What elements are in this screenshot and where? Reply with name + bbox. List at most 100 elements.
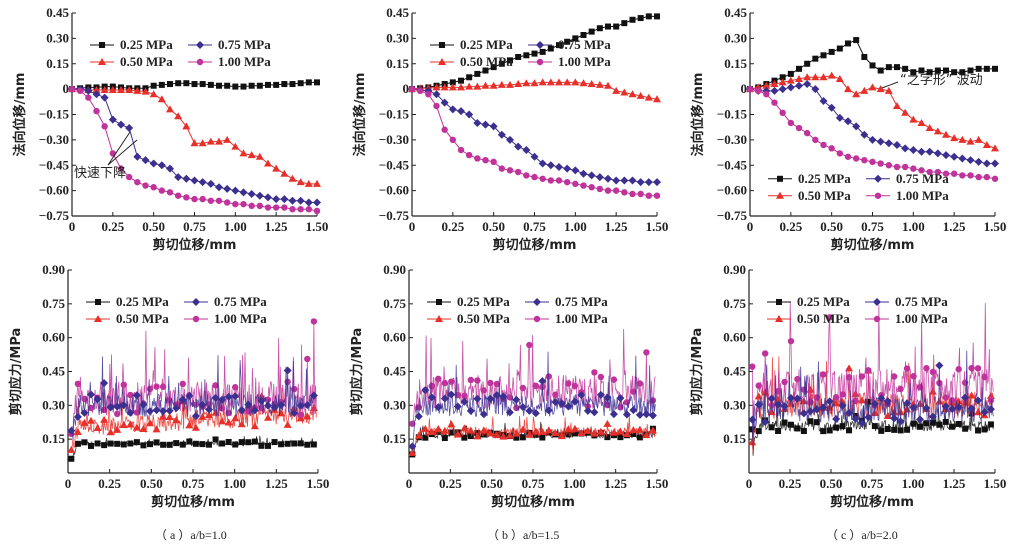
data-point	[448, 83, 457, 91]
data-point	[555, 78, 563, 86]
data-point	[563, 164, 572, 173]
data-point	[885, 162, 893, 169]
data-point	[865, 367, 872, 374]
data-point	[481, 120, 490, 129]
data-point	[224, 82, 231, 89]
data-point	[126, 408, 135, 417]
y-tick-label: 0.45	[386, 5, 409, 20]
data-point	[966, 156, 975, 165]
y-tick-label: 0	[741, 81, 748, 96]
data-point	[141, 156, 150, 165]
series-1.00-MPa	[68, 85, 321, 215]
data-point	[595, 173, 604, 182]
data-point	[264, 204, 272, 211]
data-point	[942, 130, 950, 138]
legend-item: 0.75 MPa	[865, 294, 948, 309]
data-point	[620, 88, 629, 96]
data-point	[605, 23, 611, 30]
y-tick-label: 0.30	[724, 30, 747, 45]
legend-label: 0.25 MPa	[457, 294, 510, 309]
data-point	[125, 173, 133, 181]
data-point	[145, 419, 154, 427]
data-point	[178, 395, 187, 404]
data-point	[133, 409, 141, 416]
data-point	[519, 434, 526, 441]
data-point	[290, 409, 299, 418]
data-point	[604, 174, 612, 183]
data-point	[486, 394, 495, 403]
annotation-arrow	[107, 139, 138, 166]
data-point	[826, 427, 833, 434]
data-point	[416, 87, 424, 95]
data-point	[499, 432, 508, 440]
data-point	[587, 80, 596, 88]
data-point	[858, 373, 866, 380]
x-tick-label: 0.25	[779, 219, 802, 234]
x-tick-label: 1.00	[564, 219, 587, 234]
data-point	[408, 85, 416, 93]
data-point	[967, 404, 976, 413]
data-point	[876, 85, 885, 93]
x-tick-label: 0.75	[861, 219, 884, 234]
data-point	[80, 408, 89, 417]
data-point	[884, 86, 893, 94]
data-point	[454, 391, 462, 399]
data-point	[901, 144, 910, 153]
data-point	[139, 400, 148, 409]
data-point	[263, 401, 272, 410]
y-tick-label: 0.30	[46, 30, 69, 45]
series-0.75-MPa	[408, 351, 657, 451]
data-point	[93, 424, 102, 432]
y-axis-label: 法向位移/mm	[352, 73, 368, 157]
data-point	[506, 394, 514, 401]
data-point	[167, 81, 173, 88]
data-point	[133, 152, 142, 161]
data-point	[955, 366, 962, 373]
data-point	[449, 79, 456, 86]
data-point	[512, 429, 521, 437]
data-point	[440, 83, 449, 91]
y-tick-label: −0.75	[717, 208, 748, 223]
data-point	[206, 137, 215, 145]
data-point	[239, 188, 248, 197]
data-point	[207, 197, 215, 204]
data-point	[232, 441, 239, 448]
data-point	[835, 74, 844, 82]
y-tick-label: −0.45	[379, 157, 410, 172]
legend-item: 0.25 MPa	[90, 37, 173, 52]
data-point	[492, 431, 501, 439]
annotation-arrow	[107, 131, 131, 166]
data-point	[264, 442, 271, 449]
data-point	[191, 412, 200, 421]
y-tick-label: 0.45	[383, 364, 406, 379]
data-point	[565, 380, 572, 387]
data-point	[926, 168, 933, 176]
data-point	[272, 164, 281, 172]
data-point	[861, 156, 868, 164]
data-point	[532, 431, 539, 438]
y-tick-label: 0.45	[46, 5, 69, 20]
data-point	[767, 394, 776, 403]
data-point	[199, 81, 206, 88]
data-point	[884, 139, 893, 148]
data-point	[498, 60, 505, 67]
data-point	[310, 318, 318, 325]
data-point	[571, 382, 579, 390]
data-point	[844, 153, 852, 160]
data-point	[968, 364, 975, 372]
data-point	[490, 158, 497, 166]
data-point	[457, 146, 465, 154]
data-point	[922, 404, 931, 413]
data-point	[909, 403, 918, 412]
data-point	[133, 439, 140, 446]
data-point	[975, 65, 982, 72]
data-point	[515, 53, 522, 60]
data-point	[958, 135, 967, 143]
data-point	[929, 368, 937, 376]
data-point	[309, 391, 318, 400]
x-tick-label: 1.00	[902, 476, 925, 491]
data-point	[826, 314, 833, 321]
series-line	[411, 88, 657, 183]
data-point	[132, 423, 141, 431]
data-point	[215, 137, 223, 145]
